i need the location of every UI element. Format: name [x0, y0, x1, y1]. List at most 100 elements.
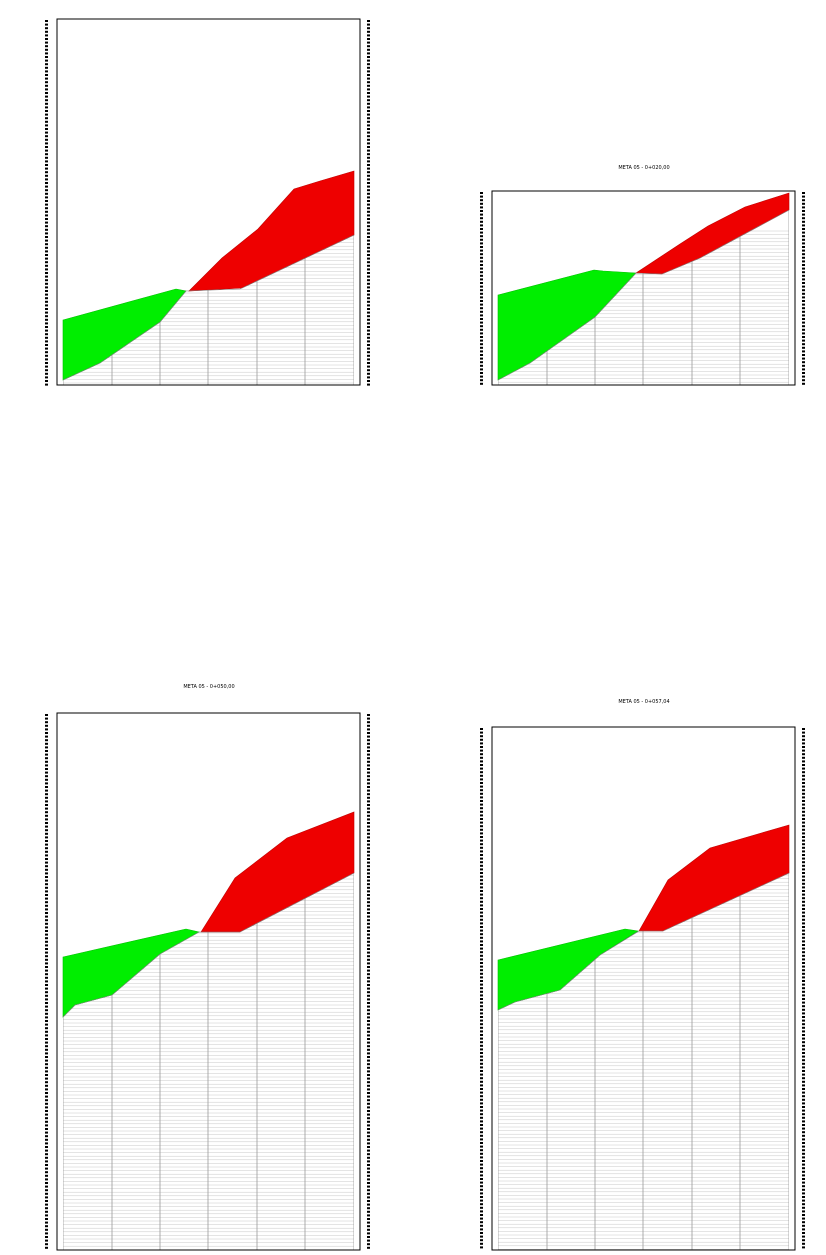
elevation-tick-left — [480, 742, 483, 745]
elevation-tick-right — [367, 793, 370, 796]
elevation-tick-right — [367, 275, 370, 278]
elevation-tick-right — [802, 857, 805, 860]
elevation-tick-right — [367, 962, 370, 965]
elevation-tick-right — [367, 20, 370, 22]
elevation-tick-right — [802, 260, 805, 263]
elevation-tick-left — [45, 879, 48, 882]
elevation-tick-right — [802, 1062, 805, 1065]
elevation-tick-right — [367, 825, 370, 828]
elevation-tick-right — [802, 958, 805, 961]
elevation-tick-left — [45, 980, 48, 983]
elevation-tick-right — [802, 965, 805, 968]
elevation-tick-right — [802, 850, 805, 853]
elevation-tick-right — [367, 894, 370, 896]
elevation-tick-left — [480, 256, 483, 259]
cut-area-1 — [188, 170, 355, 292]
elevation-tick-left — [45, 717, 48, 720]
elevation-tick-left — [45, 1236, 48, 1238]
elevation-tick-right — [367, 872, 370, 875]
elevation-tick-right — [367, 1048, 370, 1051]
elevation-tick-left — [45, 1056, 48, 1058]
elevation-tick-left — [45, 282, 48, 285]
elevation-tick-right — [367, 351, 370, 354]
elevation-tick-right — [802, 1145, 805, 1148]
elevation-tick-right — [367, 1002, 370, 1004]
elevation-tick-right — [802, 1070, 805, 1072]
elevation-tick-left — [45, 775, 48, 778]
elevation-tick-left — [45, 66, 48, 69]
elevation-tick-left — [45, 901, 48, 904]
elevation-tick-left — [480, 886, 483, 889]
elevation-tick-left — [45, 23, 48, 26]
elevation-tick-right — [367, 908, 370, 911]
elevation-tick-right — [367, 84, 370, 87]
elevation-tick-right — [802, 1160, 805, 1162]
elevation-tick-right — [367, 850, 370, 853]
elevation-tick-right — [367, 1207, 370, 1210]
elevation-tick-left — [45, 966, 48, 968]
elevation-tick-left — [45, 243, 48, 246]
elevation-tick-left — [45, 933, 48, 936]
elevation-tick-right — [802, 926, 805, 928]
elevation-tick-right — [802, 357, 805, 360]
elevation-tick-right — [802, 210, 805, 212]
elevation-tick-right — [802, 767, 805, 770]
elevation-tick-left — [45, 865, 48, 868]
elevation-tick-left — [480, 339, 483, 342]
elevation-tick-right — [802, 1044, 805, 1047]
elevation-tick-left — [45, 1088, 48, 1091]
elevation-tick-right — [367, 48, 370, 51]
elevation-tick-right — [367, 347, 370, 350]
elevation-tick-left — [480, 778, 483, 781]
elevation-tick-right — [367, 1236, 370, 1238]
terrain-line-3 — [62, 872, 355, 1018]
elevation-tick-right — [802, 1206, 805, 1209]
elevation-tick-right — [367, 868, 370, 871]
elevation-tick-right — [802, 1228, 805, 1231]
elevation-tick-right — [367, 951, 370, 954]
elevation-tick-left — [480, 810, 483, 813]
elevation-tick-right — [367, 99, 370, 102]
elevation-tick-left — [480, 300, 483, 302]
elevation-tick-left — [45, 832, 48, 835]
elevation-tick-right — [802, 220, 805, 223]
elevation-tick-right — [367, 52, 370, 55]
elevation-tick-right — [802, 1167, 805, 1170]
elevation-tick-right — [367, 796, 370, 799]
elevation-tick-left — [45, 1228, 48, 1231]
elevation-tick-left — [45, 358, 48, 361]
elevation-tick-left — [480, 846, 483, 849]
elevation-tick-right — [802, 271, 805, 274]
elevation-tick-left — [45, 940, 48, 943]
elevation-tick-left — [45, 185, 48, 188]
elevation-tick-left — [480, 929, 483, 932]
elevation-tick-left — [480, 1145, 483, 1148]
elevation-tick-right — [367, 250, 370, 253]
terrain-line-4 — [497, 872, 790, 1011]
elevation-tick-right — [802, 908, 805, 910]
elevation-tick-right — [802, 1084, 805, 1087]
elevation-tick-left — [45, 1207, 48, 1210]
elevation-tick-left — [480, 789, 483, 792]
elevation-tick-left — [45, 326, 48, 328]
elevation-tick-left — [480, 1012, 483, 1015]
elevation-tick-right — [367, 1167, 370, 1170]
elevation-tick-right — [802, 1091, 805, 1094]
elevation-tick-left — [480, 1210, 483, 1213]
elevation-tick-right — [802, 1239, 805, 1242]
elevation-tick-right — [802, 1232, 805, 1234]
elevation-tick-right — [802, 807, 805, 810]
elevation-tick-right — [367, 843, 370, 846]
terrain-line-2 — [497, 209, 790, 381]
elevation-tick-left — [480, 285, 483, 288]
elevation-tick-right — [367, 1196, 370, 1199]
elevation-tick-right — [802, 1109, 805, 1112]
elevation-tick-right — [367, 807, 370, 810]
elevation-tick-right — [802, 954, 805, 957]
elevation-tick-right — [367, 102, 370, 105]
elevation-tick-right — [802, 213, 805, 216]
elevation-tick-right — [802, 318, 805, 320]
elevation-tick-right — [367, 88, 370, 91]
elevation-tick-left — [45, 1167, 48, 1170]
elevation-tick-left — [480, 1037, 483, 1040]
